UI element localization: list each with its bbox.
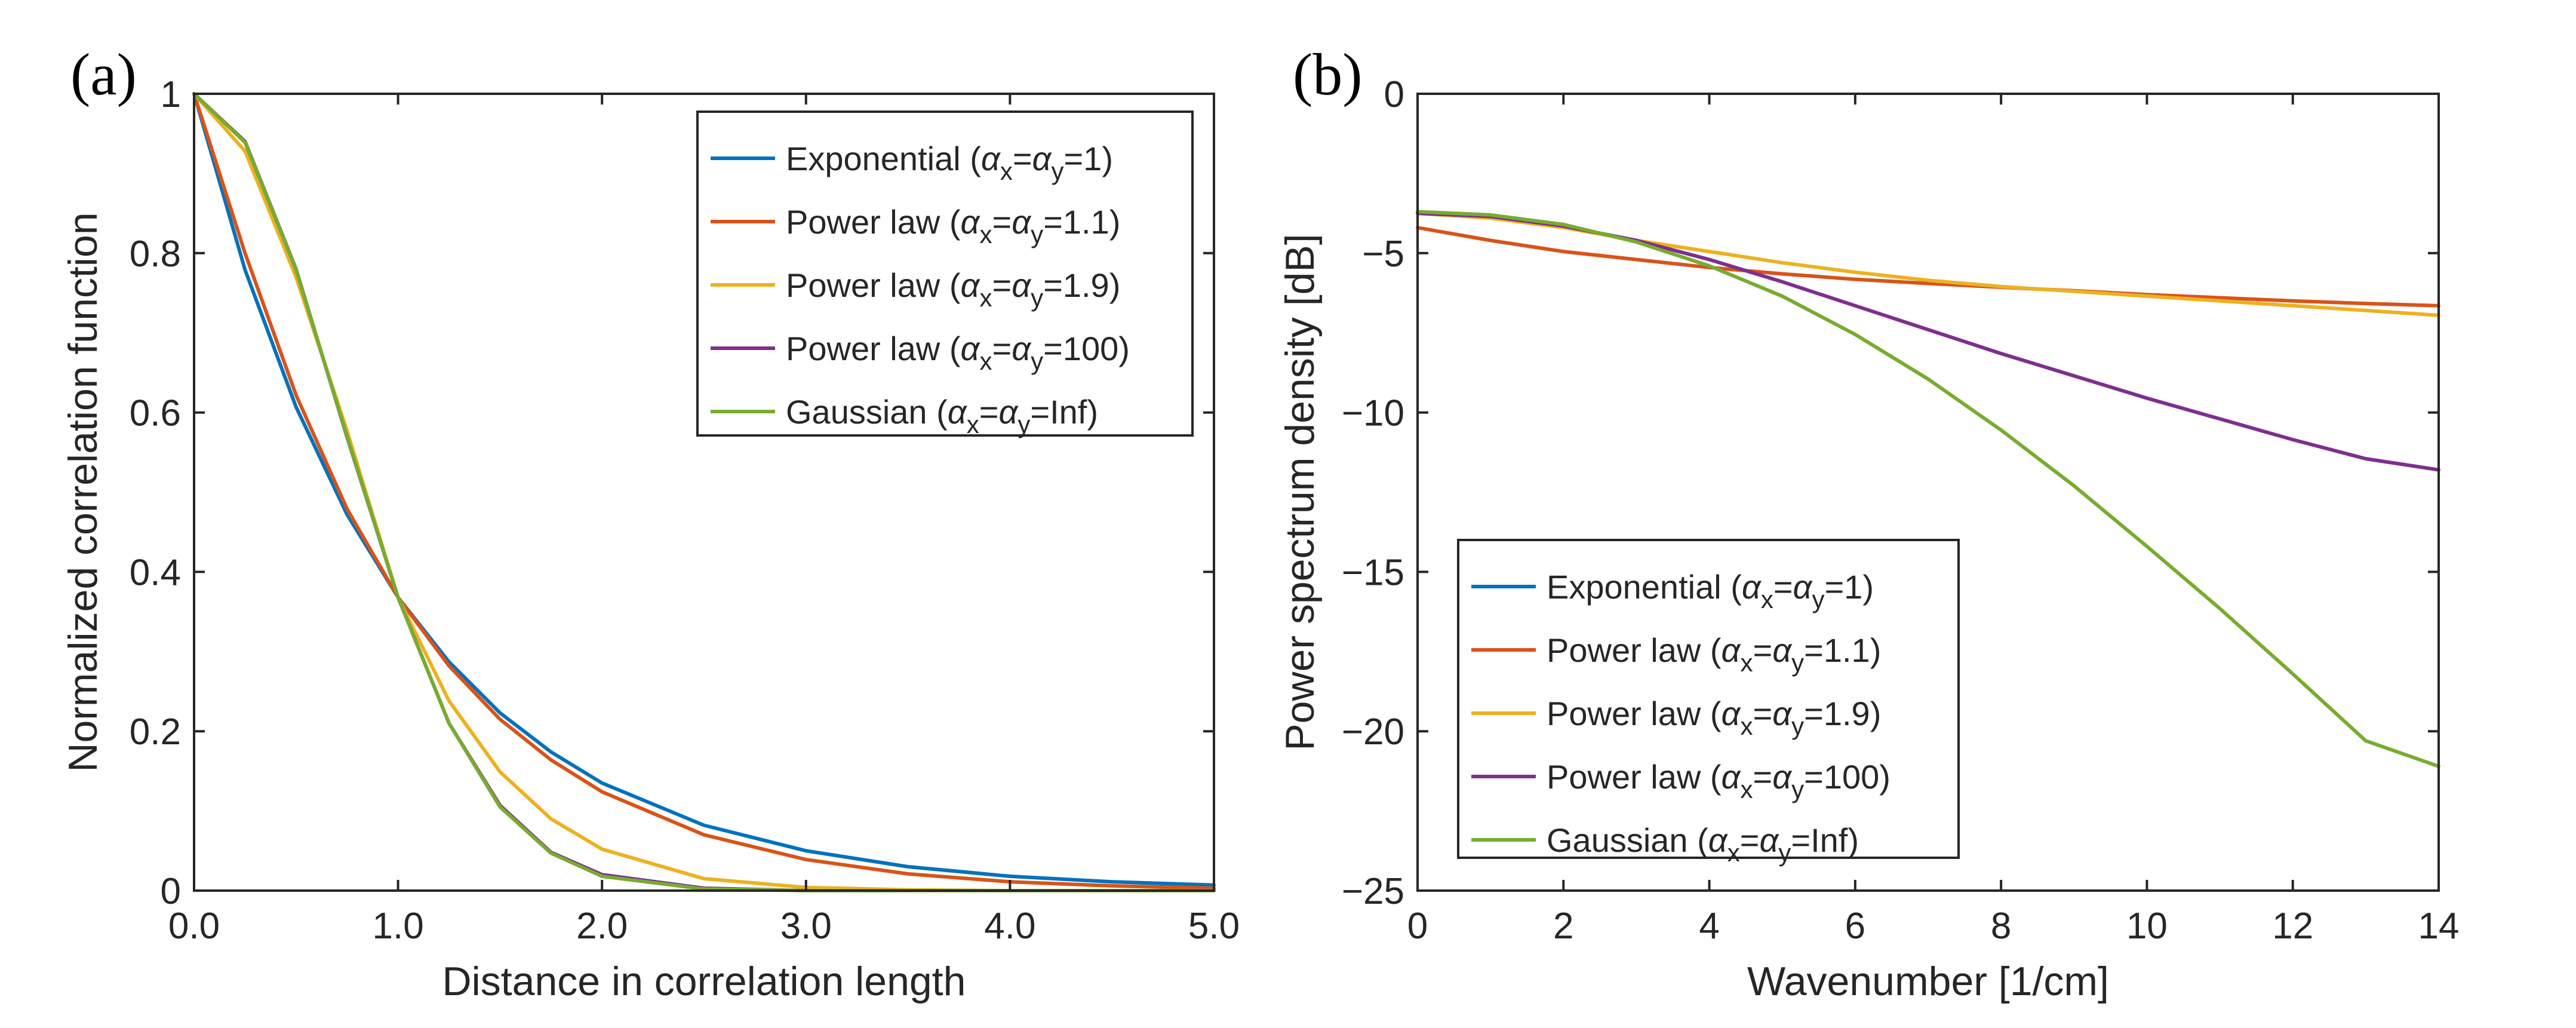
y-axis-label: Power spectrum density [dB] bbox=[1277, 234, 1323, 750]
legend-entry-4: Power law (αx=αy=100) bbox=[1547, 758, 1890, 803]
y-tick-label: −5 bbox=[1362, 234, 1404, 275]
legend-entry-2: Power law (αx=αy=1.1) bbox=[786, 203, 1120, 248]
series-lines bbox=[1416, 210, 2440, 768]
x-tick-label: 3.0 bbox=[780, 906, 832, 947]
legend-entry-1: Exponential (αx=αy=1) bbox=[786, 140, 1113, 185]
y-tick-label: 0 bbox=[161, 871, 181, 912]
y-axis-label: Normalized correlation function bbox=[60, 212, 106, 772]
series-line-5 bbox=[1416, 210, 2440, 768]
y-tick-label: 0.6 bbox=[130, 393, 181, 434]
legend: Exponential (αx=αy=1) Power law (αx=αy=1.… bbox=[696, 111, 1194, 438]
y-tick-label: −10 bbox=[1342, 393, 1404, 434]
y-tick-label: −20 bbox=[1342, 711, 1404, 753]
y-tick-label: −25 bbox=[1342, 871, 1404, 912]
legend-entry-3: Power law (αx=αy=1.9) bbox=[786, 266, 1120, 312]
x-axis-label: Wavenumber [1/cm] bbox=[1747, 959, 2109, 1004]
legend-entry-5: Gaussian (αx=αy=Inf) bbox=[1547, 821, 1859, 867]
y-tick-label: 1 bbox=[161, 74, 181, 115]
legend-entry-4: Power law (αx=αy=100) bbox=[786, 330, 1130, 375]
x-tick-label: 4 bbox=[1699, 906, 1719, 947]
y-tick-label: 0.8 bbox=[130, 234, 181, 275]
y-tick-label: 0.2 bbox=[130, 711, 181, 753]
legend: Exponential (αx=αy=1) Power law (αx=αy=1.… bbox=[1457, 539, 1960, 867]
x-tick-label: 5.0 bbox=[1188, 906, 1240, 947]
legend-entry-1: Exponential (αx=αy=1) bbox=[1547, 568, 1874, 613]
legend-entry-3: Power law (αx=αy=1.9) bbox=[1547, 695, 1881, 740]
x-tick-label: 2 bbox=[1553, 906, 1573, 947]
y-tick-label: 0 bbox=[1384, 74, 1404, 115]
panel-label: (b) bbox=[1293, 41, 1363, 108]
panel-a: 0.0 1.0 2.0 3.0 4.0 5.0 0 0.2 0.4 0.6 0.8 1 Distance… bbox=[60, 41, 1240, 1004]
series-line-2 bbox=[1416, 226, 2440, 308]
x-tick-label: 4.0 bbox=[984, 906, 1035, 947]
x-tick-label: 14 bbox=[2418, 906, 2460, 947]
x-tick-label: 1.0 bbox=[372, 906, 423, 947]
legend-box bbox=[1457, 539, 1960, 859]
x-tick-label: 0 bbox=[1407, 906, 1428, 947]
y-tick-label: −15 bbox=[1342, 552, 1404, 593]
series-line-1 bbox=[192, 92, 1216, 887]
series-line-2 bbox=[192, 92, 1216, 890]
panel-label: (a) bbox=[70, 41, 137, 108]
legend-entry-2: Power law (αx=αy=1.1) bbox=[1547, 631, 1881, 677]
y-tick-label: 0.4 bbox=[130, 552, 181, 593]
x-tick-label: 2.0 bbox=[576, 906, 628, 947]
x-tick-label: 6 bbox=[1845, 906, 1865, 947]
x-axis-label: Distance in correlation length bbox=[442, 959, 966, 1004]
x-tick-label: 12 bbox=[2272, 906, 2313, 947]
x-tick-label: 0.0 bbox=[168, 906, 220, 947]
legend-entry-5: Gaussian (αx=αy=Inf) bbox=[786, 393, 1098, 438]
x-tick-label: 8 bbox=[1991, 906, 2011, 947]
legend-box bbox=[696, 111, 1194, 437]
axes-box bbox=[193, 93, 1215, 892]
axes-box bbox=[1416, 93, 2440, 892]
panel-b: 0 2 4 6 8 10 12 14 −25 −20 −15 −10 −5 0 Wavenumber [1/… bbox=[1277, 41, 2459, 1004]
x-tick-label: 10 bbox=[2126, 906, 2168, 947]
